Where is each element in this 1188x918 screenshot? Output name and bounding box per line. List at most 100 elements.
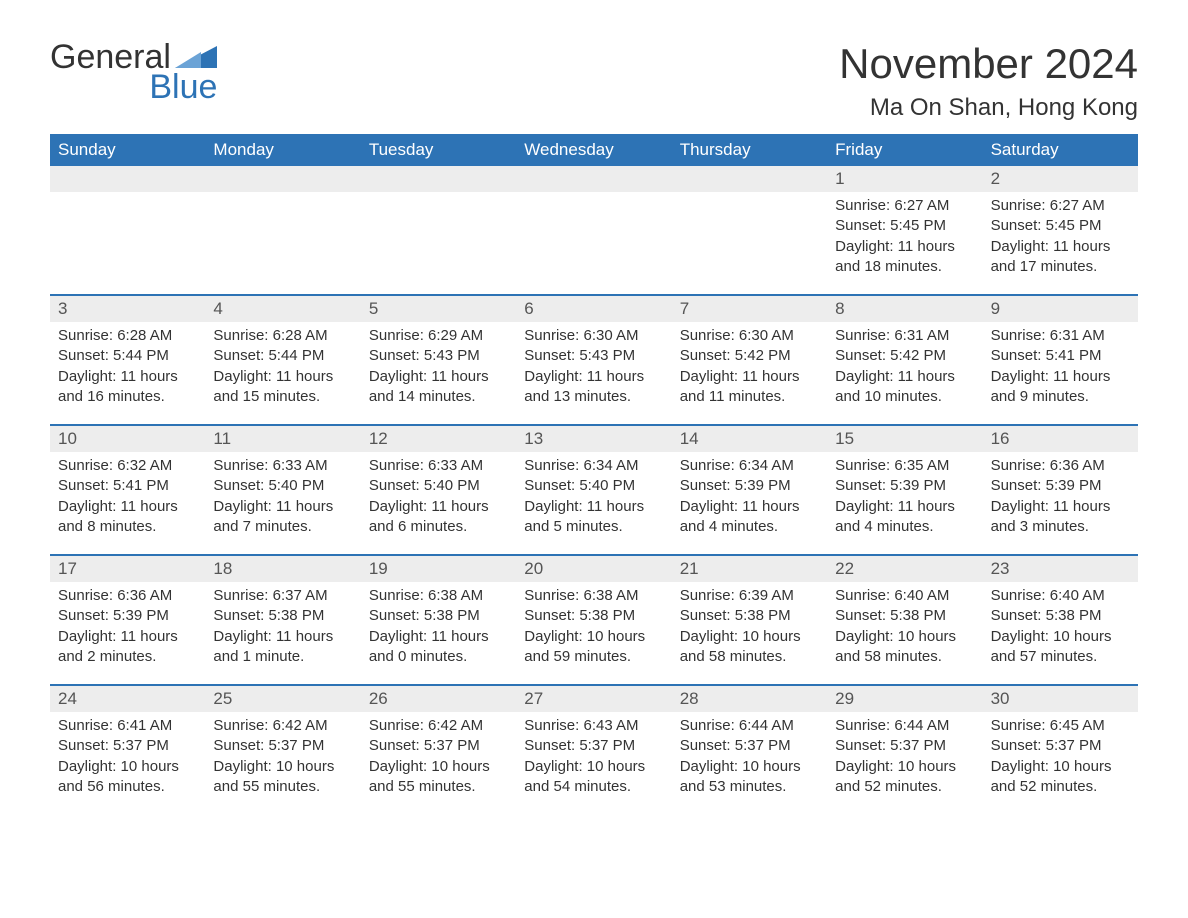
cell-body: Sunrise: 6:33 AMSunset: 5:40 PMDaylight:… [205,452,360,545]
cell-line: Sunset: 5:39 PM [58,606,197,626]
calendar-cell: 10Sunrise: 6:32 AMSunset: 5:41 PMDayligh… [50,426,205,554]
cell-date: 5 [361,296,516,322]
cell-body: Sunrise: 6:37 AMSunset: 5:38 PMDaylight:… [205,582,360,675]
cell-line: Sunset: 5:41 PM [991,346,1130,366]
cell-line: Sunset: 5:44 PM [58,346,197,366]
cell-line: Sunrise: 6:28 AM [58,326,197,346]
cell-line: Sunrise: 6:30 AM [524,326,663,346]
cell-body [516,192,671,204]
cell-line: Sunset: 5:40 PM [213,476,352,496]
cell-line: Sunset: 5:45 PM [835,216,974,236]
cell-line: Sunset: 5:43 PM [524,346,663,366]
cell-body: Sunrise: 6:38 AMSunset: 5:38 PMDaylight:… [361,582,516,675]
calendar-cell: 25Sunrise: 6:42 AMSunset: 5:37 PMDayligh… [205,686,360,814]
cell-line: Sunset: 5:38 PM [680,606,819,626]
cell-line: Sunrise: 6:38 AM [524,586,663,606]
cell-line: Sunrise: 6:33 AM [213,456,352,476]
day-header: Thursday [672,134,827,166]
cell-line: Sunset: 5:37 PM [524,736,663,756]
cell-line: Daylight: 11 hours and 6 minutes. [369,497,508,538]
day-header: Saturday [983,134,1138,166]
week-row: 1Sunrise: 6:27 AMSunset: 5:45 PMDaylight… [50,166,1138,294]
cell-line: Sunset: 5:43 PM [369,346,508,366]
cell-body: Sunrise: 6:35 AMSunset: 5:39 PMDaylight:… [827,452,982,545]
cell-date: 11 [205,426,360,452]
cell-line: Daylight: 10 hours and 58 minutes. [680,627,819,668]
cell-line: Sunrise: 6:37 AM [213,586,352,606]
title-block: November 2024 Ma On Shan, Hong Kong [839,40,1138,122]
cell-line: Sunset: 5:38 PM [213,606,352,626]
cell-line: Sunrise: 6:39 AM [680,586,819,606]
cell-line: Sunset: 5:41 PM [58,476,197,496]
calendar-cell: 7Sunrise: 6:30 AMSunset: 5:42 PMDaylight… [672,296,827,424]
cell-line: Daylight: 11 hours and 11 minutes. [680,367,819,408]
cell-line: Daylight: 10 hours and 55 minutes. [369,757,508,798]
cell-body: Sunrise: 6:28 AMSunset: 5:44 PMDaylight:… [50,322,205,415]
cell-body [205,192,360,204]
calendar-cell [205,166,360,294]
calendar-cell: 19Sunrise: 6:38 AMSunset: 5:38 PMDayligh… [361,556,516,684]
cell-line: Daylight: 10 hours and 54 minutes. [524,757,663,798]
cell-date: 10 [50,426,205,452]
cell-line: Sunset: 5:39 PM [835,476,974,496]
cell-line: Sunset: 5:37 PM [835,736,974,756]
cell-body: Sunrise: 6:27 AMSunset: 5:45 PMDaylight:… [983,192,1138,285]
calendar-cell: 6Sunrise: 6:30 AMSunset: 5:43 PMDaylight… [516,296,671,424]
cell-line: Sunrise: 6:45 AM [991,716,1130,736]
cell-line: Sunrise: 6:42 AM [213,716,352,736]
cell-body: Sunrise: 6:43 AMSunset: 5:37 PMDaylight:… [516,712,671,805]
cell-line: Sunrise: 6:43 AM [524,716,663,736]
cell-body: Sunrise: 6:33 AMSunset: 5:40 PMDaylight:… [361,452,516,545]
cell-date: 1 [827,166,982,192]
cell-line: Sunrise: 6:30 AM [680,326,819,346]
cell-line: Sunrise: 6:35 AM [835,456,974,476]
cell-line: Daylight: 11 hours and 0 minutes. [369,627,508,668]
cell-body: Sunrise: 6:28 AMSunset: 5:44 PMDaylight:… [205,322,360,415]
calendar-cell: 5Sunrise: 6:29 AMSunset: 5:43 PMDaylight… [361,296,516,424]
cell-line: Daylight: 10 hours and 52 minutes. [991,757,1130,798]
calendar-cell: 29Sunrise: 6:44 AMSunset: 5:37 PMDayligh… [827,686,982,814]
calendar-cell: 17Sunrise: 6:36 AMSunset: 5:39 PMDayligh… [50,556,205,684]
cell-line: Daylight: 11 hours and 4 minutes. [835,497,974,538]
cell-body: Sunrise: 6:30 AMSunset: 5:42 PMDaylight:… [672,322,827,415]
cell-date: 29 [827,686,982,712]
cell-body: Sunrise: 6:42 AMSunset: 5:37 PMDaylight:… [361,712,516,805]
cell-line: Sunset: 5:42 PM [835,346,974,366]
cell-line: Sunset: 5:37 PM [991,736,1130,756]
day-header-row: Sunday Monday Tuesday Wednesday Thursday… [50,134,1138,166]
calendar: Sunday Monday Tuesday Wednesday Thursday… [50,134,1138,814]
cell-date [361,166,516,192]
cell-body: Sunrise: 6:39 AMSunset: 5:38 PMDaylight:… [672,582,827,675]
cell-line: Sunrise: 6:27 AM [835,196,974,216]
calendar-cell: 20Sunrise: 6:38 AMSunset: 5:38 PMDayligh… [516,556,671,684]
cell-body: Sunrise: 6:41 AMSunset: 5:37 PMDaylight:… [50,712,205,805]
cell-line: Sunrise: 6:33 AM [369,456,508,476]
cell-body: Sunrise: 6:32 AMSunset: 5:41 PMDaylight:… [50,452,205,545]
cell-date: 17 [50,556,205,582]
cell-line: Sunrise: 6:28 AM [213,326,352,346]
calendar-cell: 22Sunrise: 6:40 AMSunset: 5:38 PMDayligh… [827,556,982,684]
cell-line: Sunset: 5:44 PM [213,346,352,366]
week-row: 10Sunrise: 6:32 AMSunset: 5:41 PMDayligh… [50,424,1138,554]
cell-date: 14 [672,426,827,452]
cell-body: Sunrise: 6:30 AMSunset: 5:43 PMDaylight:… [516,322,671,415]
calendar-cell: 11Sunrise: 6:33 AMSunset: 5:40 PMDayligh… [205,426,360,554]
calendar-cell: 3Sunrise: 6:28 AMSunset: 5:44 PMDaylight… [50,296,205,424]
calendar-cell: 28Sunrise: 6:44 AMSunset: 5:37 PMDayligh… [672,686,827,814]
calendar-cell: 4Sunrise: 6:28 AMSunset: 5:44 PMDaylight… [205,296,360,424]
cell-body: Sunrise: 6:36 AMSunset: 5:39 PMDaylight:… [50,582,205,675]
cell-body: Sunrise: 6:29 AMSunset: 5:43 PMDaylight:… [361,322,516,415]
cell-line: Daylight: 11 hours and 2 minutes. [58,627,197,668]
cell-line: Sunrise: 6:41 AM [58,716,197,736]
calendar-cell: 1Sunrise: 6:27 AMSunset: 5:45 PMDaylight… [827,166,982,294]
cell-date: 12 [361,426,516,452]
cell-body [361,192,516,204]
cell-line: Sunrise: 6:32 AM [58,456,197,476]
cell-line: Sunset: 5:45 PM [991,216,1130,236]
day-header: Friday [827,134,982,166]
cell-line: Sunrise: 6:29 AM [369,326,508,346]
cell-line: Sunset: 5:37 PM [369,736,508,756]
calendar-cell: 24Sunrise: 6:41 AMSunset: 5:37 PMDayligh… [50,686,205,814]
calendar-cell [361,166,516,294]
cell-body: Sunrise: 6:36 AMSunset: 5:39 PMDaylight:… [983,452,1138,545]
